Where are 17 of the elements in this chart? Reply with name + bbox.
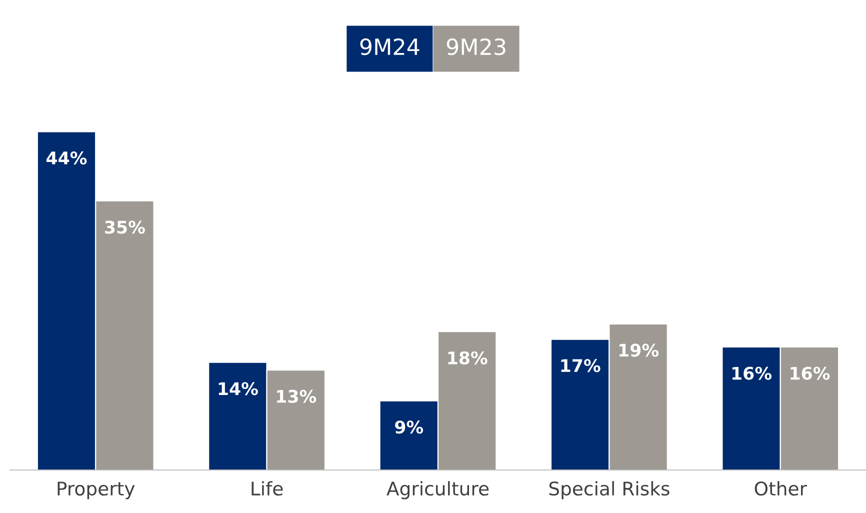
x-tick-label: Special Risks (549, 481, 670, 500)
data-label: 16% (790, 366, 830, 380)
data-label: 18% (448, 351, 488, 364)
data-label: 13% (277, 390, 316, 403)
x-tick-label: Life (252, 481, 283, 496)
text: 9M24 (360, 38, 420, 56)
data-label: 16% (732, 366, 772, 380)
data-label: 35% (105, 220, 145, 234)
text: 9M23 (446, 38, 506, 56)
x-tick-label: Agriculture (386, 481, 489, 500)
data-label: 14% (218, 382, 258, 396)
x-tick-label: Property (58, 482, 135, 500)
data-label: 19% (619, 344, 659, 357)
data-label: 9% (395, 420, 424, 434)
data-label: 17% (561, 359, 600, 372)
data-label: 44% (46, 151, 87, 165)
x-tick-label: Other (754, 481, 808, 496)
